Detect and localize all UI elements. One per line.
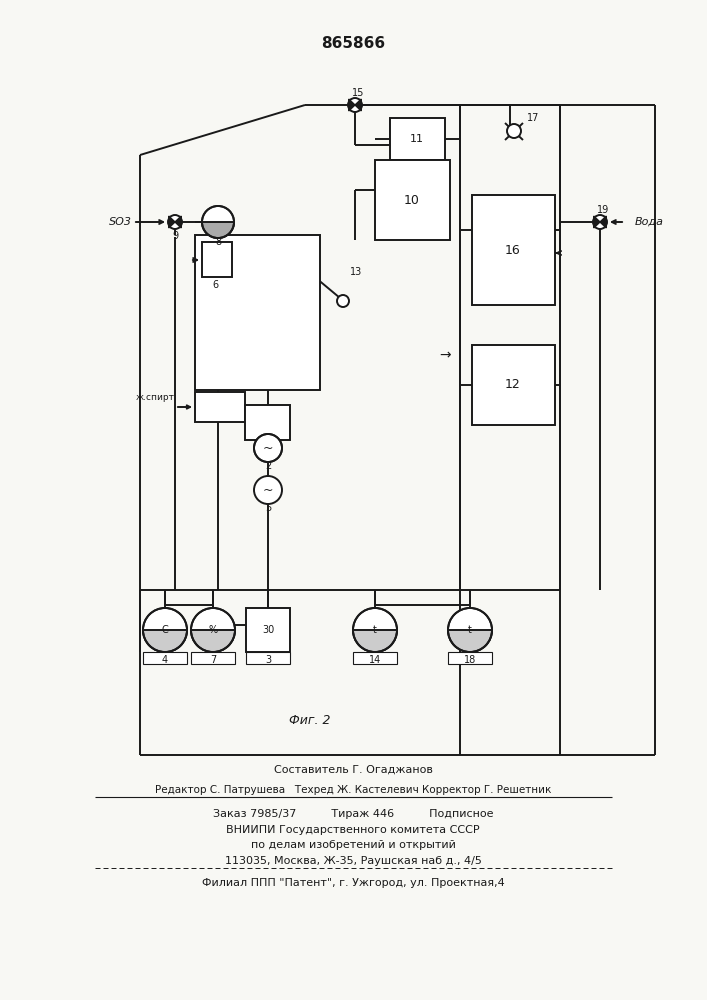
Text: Вода: Вода: [635, 217, 664, 227]
Text: по делам изобретений и открытий: по делам изобретений и открытий: [250, 840, 455, 850]
Text: 16: 16: [505, 243, 521, 256]
Text: 9: 9: [172, 231, 178, 241]
Wedge shape: [202, 222, 234, 238]
Polygon shape: [175, 216, 181, 228]
Polygon shape: [594, 216, 600, 228]
Text: 19: 19: [597, 205, 609, 215]
Polygon shape: [349, 99, 355, 111]
Text: 10: 10: [404, 194, 420, 207]
Text: 4: 4: [162, 655, 168, 665]
Text: 2: 2: [265, 461, 271, 471]
Text: 8: 8: [215, 237, 221, 247]
Bar: [143, 652, 187, 664]
Circle shape: [168, 215, 182, 229]
Text: ВНИИПИ Государственного комитета СССР: ВНИИПИ Государственного комитета СССР: [226, 825, 480, 835]
Bar: [202, 242, 232, 277]
Circle shape: [254, 434, 282, 462]
Text: t: t: [373, 625, 377, 635]
Circle shape: [254, 476, 282, 504]
Bar: [245, 405, 290, 440]
Circle shape: [348, 98, 362, 112]
Text: 15: 15: [352, 88, 364, 98]
Circle shape: [353, 608, 397, 652]
Text: C: C: [162, 625, 168, 635]
Circle shape: [593, 215, 607, 229]
Bar: [191, 652, 235, 664]
Text: %: %: [209, 625, 218, 635]
Text: Редактор С. Патрушева   Техред Ж. Кастелевич Корректор Г. Решетник: Редактор С. Патрушева Техред Ж. Кастелев…: [155, 785, 551, 795]
Text: 5: 5: [265, 503, 271, 513]
Text: ~: ~: [263, 442, 273, 454]
Text: 13: 13: [350, 267, 362, 277]
Text: Фиг. 2: Фиг. 2: [289, 714, 331, 726]
Text: →: →: [439, 348, 451, 362]
Circle shape: [448, 608, 492, 652]
Polygon shape: [355, 99, 361, 111]
Text: ж.спирт: ж.спирт: [136, 393, 175, 402]
Text: 14: 14: [369, 655, 381, 665]
Text: Филиал ППП "Патент", г. Ужгород, ул. Проектная,4: Филиал ППП "Патент", г. Ужгород, ул. Про…: [201, 878, 504, 888]
Text: 6: 6: [212, 280, 218, 290]
Circle shape: [337, 295, 349, 307]
Bar: [195, 392, 245, 422]
Wedge shape: [191, 630, 235, 652]
Wedge shape: [353, 630, 397, 652]
Bar: [195, 235, 320, 390]
Text: 7: 7: [210, 655, 216, 665]
Bar: [390, 118, 445, 160]
Text: ~: ~: [263, 484, 273, 496]
Bar: [472, 345, 555, 425]
Bar: [246, 608, 290, 652]
Bar: [353, 652, 397, 664]
Text: t: t: [468, 625, 472, 635]
Text: Заказ 7985/37          Тираж 446          Подписное: Заказ 7985/37 Тираж 446 Подписное: [213, 809, 493, 819]
Bar: [375, 160, 450, 240]
Text: 12: 12: [505, 378, 521, 391]
Circle shape: [143, 608, 187, 652]
Circle shape: [507, 124, 521, 138]
Polygon shape: [600, 216, 607, 228]
Text: SO3: SO3: [109, 217, 132, 227]
Bar: [448, 652, 492, 664]
Text: 18: 18: [464, 655, 476, 665]
Text: 113035, Москва, Ж-35, Раушская наб д., 4/5: 113035, Москва, Ж-35, Раушская наб д., 4…: [225, 856, 481, 866]
Text: 17: 17: [527, 113, 539, 123]
Polygon shape: [169, 216, 175, 228]
Wedge shape: [448, 630, 492, 652]
Text: 865866: 865866: [321, 36, 385, 51]
Bar: [246, 652, 290, 664]
Text: 3: 3: [265, 655, 271, 665]
Bar: [472, 195, 555, 305]
Text: 30: 30: [262, 625, 274, 635]
Circle shape: [191, 608, 235, 652]
Text: 11: 11: [410, 134, 424, 144]
Wedge shape: [143, 630, 187, 652]
Circle shape: [202, 206, 234, 238]
Text: Составитель Г. Огаджанов: Составитель Г. Огаджанов: [274, 765, 433, 775]
